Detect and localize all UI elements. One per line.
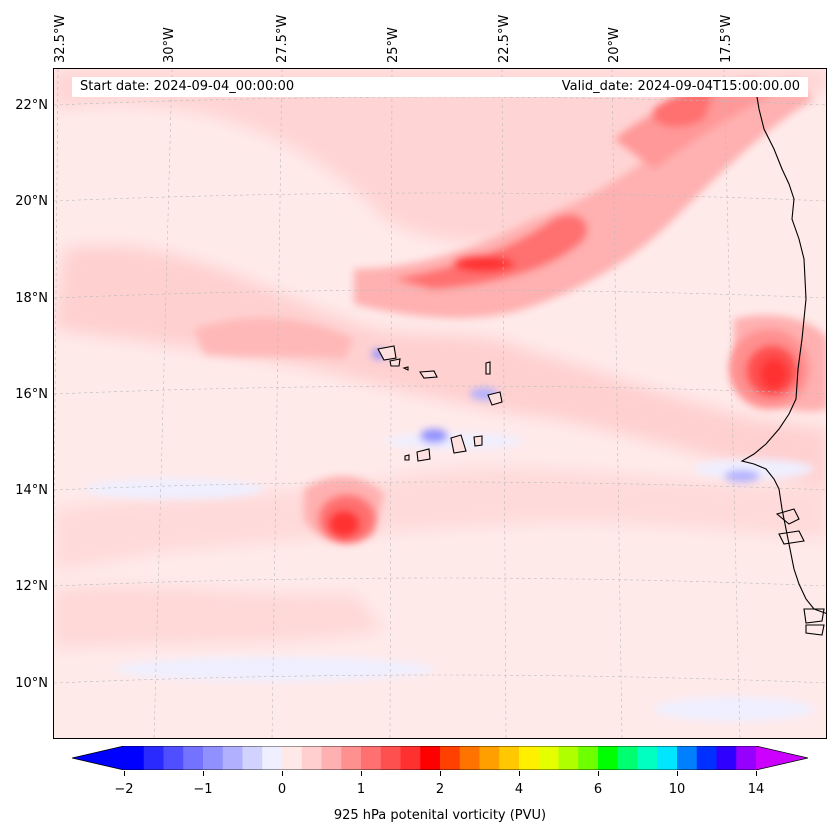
colorbar-cell bbox=[301, 746, 322, 770]
colorbar-cell bbox=[380, 746, 401, 770]
lon-label-17-5w: 17.5°W bbox=[719, 14, 734, 63]
colorbar-cell bbox=[282, 746, 303, 770]
colorbar-cell bbox=[163, 746, 184, 770]
lat-label-18n: 18°N bbox=[15, 291, 48, 306]
lat-label-12n: 12°N bbox=[15, 579, 48, 594]
map-panel: Start date: 2024-09-04_00:00:00 Valid_da… bbox=[53, 68, 827, 739]
pv-field bbox=[54, 69, 826, 738]
colorbar-cell bbox=[657, 746, 678, 770]
pv-negative-patches bbox=[84, 349, 814, 721]
lon-label-30w: 30°W bbox=[162, 27, 177, 63]
colorbar-label: 925 hPa potenital vorticity (PVU) bbox=[333, 808, 547, 823]
lat-label-20n: 20°N bbox=[15, 194, 48, 209]
colorbar-cell bbox=[696, 746, 717, 770]
colorbar-tick-mark bbox=[519, 771, 520, 776]
lat-label-22n: 22°N bbox=[15, 98, 48, 113]
colorbar-cell bbox=[361, 746, 382, 770]
colorbar-cell bbox=[519, 746, 540, 770]
colorbar-cell bbox=[736, 746, 757, 770]
lon-label-25w: 25°W bbox=[386, 27, 401, 63]
colorbar-cell bbox=[124, 746, 145, 770]
lat-label-14n: 14°N bbox=[15, 483, 48, 498]
colorbar-tick-mark bbox=[756, 771, 757, 776]
colorbar-tick-label: 1 bbox=[356, 782, 366, 797]
lat-label-16n: 16°N bbox=[15, 387, 48, 402]
colorbar-cell bbox=[677, 746, 698, 770]
colorbar-cell bbox=[499, 746, 520, 770]
date-banner bbox=[72, 77, 808, 97]
lon-label-22-5w: 22.5°W bbox=[497, 14, 512, 63]
colorbar-tick-label: 10 bbox=[668, 782, 686, 797]
colorbar-cell bbox=[321, 746, 342, 770]
colorbar-cell bbox=[558, 746, 579, 770]
colorbar-cell bbox=[222, 746, 243, 770]
valid-date-text: Valid_date: 2024-09-04T15:00:00.00 bbox=[561, 79, 800, 94]
colorbar-tick-label: −1 bbox=[193, 782, 213, 797]
colorbar-extend-low bbox=[72, 746, 124, 770]
start-date-text: Start date: 2024-09-04_00:00:00 bbox=[80, 79, 295, 94]
colorbar-tick-label: 6 bbox=[593, 782, 603, 797]
lon-label-27-5w: 27.5°W bbox=[275, 14, 290, 63]
colorbar-cell bbox=[143, 746, 164, 770]
colorbar-tick-mark bbox=[440, 771, 441, 776]
colorbar-cell bbox=[420, 746, 441, 770]
colorbar-cell bbox=[400, 746, 421, 770]
lon-label-20w: 20°W bbox=[607, 27, 622, 63]
colorbar-cell bbox=[242, 746, 263, 770]
colorbar-tick-mark bbox=[361, 771, 362, 776]
lat-label-10n: 10°N bbox=[15, 676, 48, 691]
colorbar-cell bbox=[459, 746, 480, 770]
colorbar-cell bbox=[203, 746, 224, 770]
colorbar-tick-label: −2 bbox=[114, 782, 134, 797]
map-gridlines bbox=[54, 69, 826, 738]
colorbar bbox=[72, 746, 808, 770]
colorbar-tick-label: 4 bbox=[514, 782, 524, 797]
pv-high-streaks bbox=[319, 90, 809, 543]
colorbar-extend-high bbox=[756, 746, 808, 770]
colorbar-tick-label: 2 bbox=[435, 782, 445, 797]
cape-verde-islands bbox=[377, 345, 503, 462]
colorbar-tick-label: 0 bbox=[277, 782, 287, 797]
colorbar-tick-mark bbox=[124, 771, 125, 776]
colorbar-cell bbox=[262, 746, 283, 770]
coastline bbox=[740, 78, 826, 636]
colorbar-cell bbox=[341, 746, 362, 770]
colorbar-tick-mark bbox=[203, 771, 204, 776]
colorbar-cell bbox=[716, 746, 737, 770]
colorbar-cell bbox=[617, 746, 638, 770]
colorbar-cell bbox=[598, 746, 619, 770]
colorbar-tick-mark bbox=[598, 771, 599, 776]
colorbar-cell bbox=[440, 746, 461, 770]
colorbar-tick-mark bbox=[677, 771, 678, 776]
colorbar-cell bbox=[183, 746, 204, 770]
colorbar-cell bbox=[538, 746, 559, 770]
colorbar-cell bbox=[578, 746, 599, 770]
colorbar-tick-label: 14 bbox=[747, 782, 765, 797]
colorbar-cell bbox=[479, 746, 500, 770]
colorbar-cell bbox=[637, 746, 658, 770]
colorbar-tick-mark bbox=[282, 771, 283, 776]
lon-label-32-5w: 32.5°W bbox=[53, 14, 68, 63]
